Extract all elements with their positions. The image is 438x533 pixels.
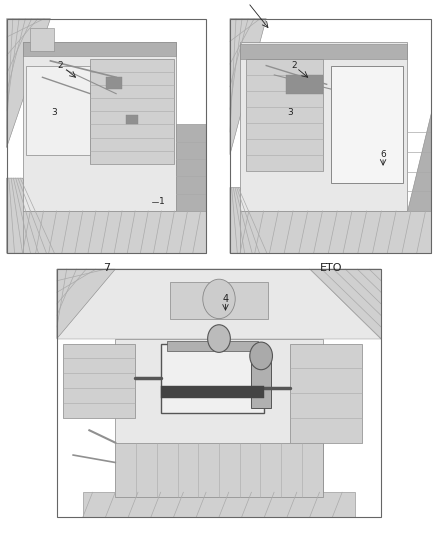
Bar bbox=[126, 115, 138, 124]
Text: 1: 1 bbox=[159, 197, 165, 206]
Bar bbox=[22, 42, 176, 56]
Bar bbox=[57, 269, 381, 338]
Circle shape bbox=[250, 342, 272, 370]
Bar bbox=[161, 343, 265, 413]
Bar bbox=[161, 386, 265, 398]
Bar bbox=[64, 343, 135, 418]
Bar bbox=[22, 211, 206, 253]
Text: 7: 7 bbox=[102, 263, 110, 273]
Bar bbox=[331, 66, 403, 183]
Circle shape bbox=[208, 325, 230, 352]
Bar bbox=[57, 269, 381, 517]
Polygon shape bbox=[407, 112, 431, 211]
Text: 2: 2 bbox=[57, 61, 63, 70]
Bar bbox=[7, 19, 206, 253]
Polygon shape bbox=[176, 124, 206, 211]
Text: 4: 4 bbox=[223, 294, 229, 304]
Bar bbox=[7, 19, 206, 253]
Bar bbox=[246, 59, 323, 171]
Text: 2: 2 bbox=[292, 61, 297, 70]
Bar bbox=[286, 75, 323, 94]
Bar bbox=[90, 59, 174, 164]
Bar bbox=[167, 341, 258, 351]
Bar bbox=[27, 66, 90, 155]
Bar bbox=[83, 492, 355, 517]
Polygon shape bbox=[7, 19, 50, 148]
Polygon shape bbox=[57, 269, 115, 338]
Text: 3: 3 bbox=[52, 108, 57, 117]
Polygon shape bbox=[230, 19, 266, 155]
Bar bbox=[230, 19, 431, 253]
Bar bbox=[22, 42, 176, 211]
Circle shape bbox=[203, 279, 235, 319]
Bar bbox=[240, 211, 431, 253]
Bar bbox=[251, 358, 271, 408]
Bar bbox=[290, 343, 362, 442]
Polygon shape bbox=[310, 269, 381, 338]
Bar bbox=[240, 44, 407, 59]
Text: 5: 5 bbox=[243, 0, 249, 2]
Bar bbox=[170, 281, 268, 319]
Polygon shape bbox=[230, 188, 274, 253]
Bar bbox=[31, 28, 54, 52]
Bar bbox=[115, 338, 323, 497]
Polygon shape bbox=[7, 178, 62, 253]
Bar bbox=[115, 442, 323, 497]
Text: 6: 6 bbox=[380, 150, 386, 159]
Bar bbox=[230, 19, 431, 253]
Text: ETO: ETO bbox=[319, 263, 342, 273]
Bar bbox=[106, 77, 122, 89]
Bar bbox=[240, 42, 407, 211]
Text: 3: 3 bbox=[287, 108, 293, 117]
Bar bbox=[57, 269, 381, 517]
